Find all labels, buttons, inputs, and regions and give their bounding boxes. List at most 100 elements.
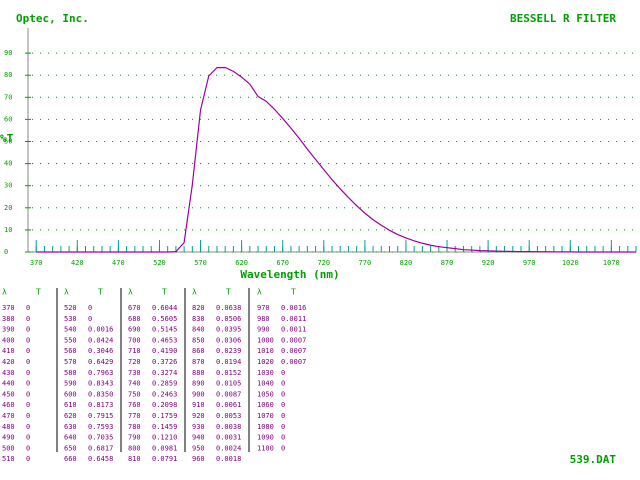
table-wavelength: 430 xyxy=(2,369,15,377)
x-tick-label: 1070 xyxy=(603,259,620,267)
table-transmission: 0 xyxy=(88,304,92,312)
table-transmission: 0 xyxy=(26,358,30,366)
table-transmission: 0.2859 xyxy=(152,380,177,388)
table-transmission: 0.0424 xyxy=(88,336,113,344)
table-wavelength: 950 xyxy=(192,444,205,452)
table-wavelength: 590 xyxy=(64,380,77,388)
x-tick-label: 970 xyxy=(523,259,536,267)
table-transmission: 0.0031 xyxy=(216,434,241,442)
table-transmission: 0 xyxy=(26,434,30,442)
table-wavelength: 380 xyxy=(2,315,15,323)
table-transmission: 0.6429 xyxy=(88,358,113,366)
table-transmission: 0.0061 xyxy=(216,401,241,409)
table-wavelength: 920 xyxy=(192,412,205,420)
table-wavelength: 1080 xyxy=(257,423,274,431)
x-tick-label: 470 xyxy=(112,259,125,267)
table-transmission: 0.7035 xyxy=(88,434,113,442)
y-tick-label: 10 xyxy=(4,226,12,234)
table-header: T xyxy=(226,288,231,297)
table-wavelength: 500 xyxy=(2,444,15,452)
table-wavelength: 550 xyxy=(64,336,77,344)
table-transmission: 0.2098 xyxy=(152,401,177,409)
table-transmission: 0.3274 xyxy=(152,369,177,377)
table-wavelength: 1010 xyxy=(257,347,274,355)
table-transmission: 0.6458 xyxy=(88,455,113,463)
x-tick-label: 920 xyxy=(482,259,495,267)
table-transmission: 0.0011 xyxy=(281,315,306,323)
table-transmission: 0.4190 xyxy=(152,347,177,355)
table-transmission: 0.6817 xyxy=(88,444,113,452)
table-transmission: 0 xyxy=(26,444,30,452)
table-wavelength: 1060 xyxy=(257,401,274,409)
table-wavelength: 780 xyxy=(128,423,141,431)
table-transmission: 0.0024 xyxy=(216,444,241,452)
x-tick-label: 820 xyxy=(400,259,413,267)
table-transmission: 0.0018 xyxy=(216,455,241,463)
table-wavelength: 850 xyxy=(192,336,205,344)
table-wavelength: 410 xyxy=(2,347,15,355)
table-transmission: 0 xyxy=(26,369,30,377)
table-header: λ xyxy=(2,288,7,297)
table-wavelength: 680 xyxy=(128,315,141,323)
y-tick-label: 40 xyxy=(4,160,12,168)
table-transmission: 0 xyxy=(26,390,30,398)
table-transmission: 0 xyxy=(281,434,285,442)
table-transmission: 0 xyxy=(26,423,30,431)
table-transmission: 0.8173 xyxy=(88,401,113,409)
table-wavelength: 1070 xyxy=(257,412,274,420)
table-header: T xyxy=(162,288,167,297)
x-tick-label: 620 xyxy=(235,259,248,267)
table-transmission: 0.1210 xyxy=(152,434,177,442)
table-wavelength: 990 xyxy=(257,326,270,334)
table-transmission: 0.0053 xyxy=(216,412,241,420)
table-transmission: 0.0038 xyxy=(216,423,241,431)
table-wavelength: 790 xyxy=(128,434,141,442)
table-wavelength: 730 xyxy=(128,369,141,377)
table-wavelength: 910 xyxy=(192,401,205,409)
y-axis-label: %T xyxy=(0,132,14,145)
x-axis-label: Wavelength (nm) xyxy=(240,268,339,281)
y-tick-label: 60 xyxy=(4,115,12,123)
table-transmission: 0.3046 xyxy=(88,347,113,355)
table-transmission: 0.0016 xyxy=(281,304,306,312)
table-wavelength: 960 xyxy=(192,455,205,463)
table-header: T xyxy=(98,288,103,297)
table-header: T xyxy=(291,288,296,297)
table-transmission: 0.0306 xyxy=(216,336,241,344)
table-transmission: 0.0016 xyxy=(88,326,113,334)
table-transmission: 0.0011 xyxy=(281,326,306,334)
table-header: λ xyxy=(192,288,197,297)
table-wavelength: 1000 xyxy=(257,336,274,344)
table-transmission: 0 xyxy=(281,380,285,388)
table-transmission: 0.7915 xyxy=(88,412,113,420)
table-wavelength: 1090 xyxy=(257,434,274,442)
table-wavelength: 420 xyxy=(2,358,15,366)
table-wavelength: 620 xyxy=(64,412,77,420)
table-wavelength: 1030 xyxy=(257,369,274,377)
table-wavelength: 580 xyxy=(64,369,77,377)
table-wavelength: 560 xyxy=(64,347,77,355)
table-wavelength: 480 xyxy=(2,423,15,431)
table-wavelength: 1100 xyxy=(257,444,274,452)
table-transmission: 0.5605 xyxy=(152,315,177,323)
table-header: λ xyxy=(257,288,262,297)
table-wavelength: 1050 xyxy=(257,390,274,398)
table-transmission: 0.7593 xyxy=(88,423,113,431)
table-transmission: 0 xyxy=(281,401,285,409)
x-tick-label: 670 xyxy=(276,259,289,267)
table-wavelength: 750 xyxy=(128,390,141,398)
table-transmission: 0 xyxy=(281,444,285,452)
table-transmission: 0 xyxy=(26,347,30,355)
table-transmission: 0 xyxy=(26,336,30,344)
table-wavelength: 870 xyxy=(192,358,205,366)
table-wavelength: 600 xyxy=(64,390,77,398)
table-transmission: 0.0791 xyxy=(152,455,177,463)
table-transmission: 0.4653 xyxy=(152,336,177,344)
table-wavelength: 940 xyxy=(192,434,205,442)
table-transmission: 0.0152 xyxy=(216,369,241,377)
table-wavelength: 740 xyxy=(128,380,141,388)
table-transmission: 0.0105 xyxy=(216,380,241,388)
x-tick-label: 870 xyxy=(441,259,454,267)
table-transmission: 0.0239 xyxy=(216,347,241,355)
